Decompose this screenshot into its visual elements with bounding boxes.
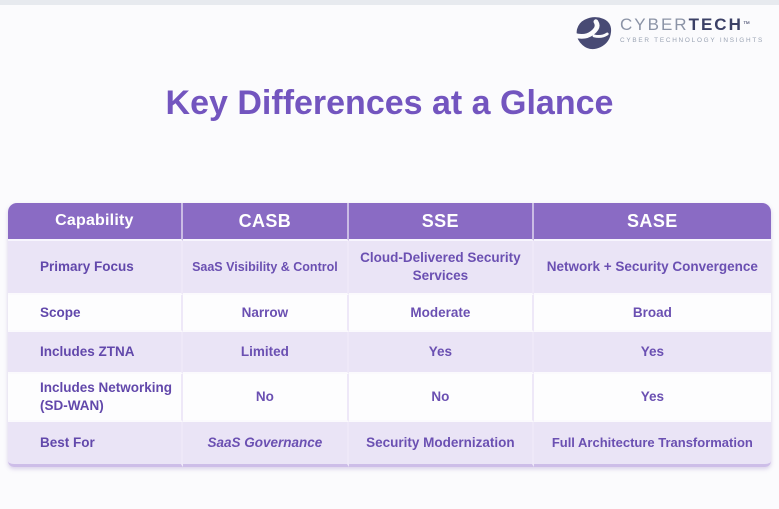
cell-sase-networking: Yes (533, 374, 771, 422)
cell-casb-primary-focus: SaaS Visibility & Control (182, 241, 350, 295)
cell-sse-networking: No (349, 374, 534, 422)
cell-sase-primary-focus: Network + Security Convergence (533, 241, 771, 295)
comparison-table: Capability CASB SSE SASE Primary Focus S… (8, 203, 771, 467)
table-row-includes-ztna: Includes ZTNA Limited Yes Yes (8, 332, 771, 374)
logo-brand-cyber: CYBER (619, 15, 689, 34)
top-edge-strip (0, 0, 779, 5)
cell-sse-primary-focus: Cloud-Delivered Security Services (349, 241, 534, 295)
row-label-best-for: Best For (8, 422, 183, 467)
header-cell-sase: SASE (533, 203, 771, 241)
cell-casb-networking: No (182, 374, 350, 422)
table-row-best-for: Best For SaaS Governance Security Modern… (8, 422, 771, 467)
row-label-scope: Scope (8, 295, 183, 332)
cybertech-logo: CYBERTECH™ CYBER TECHNOLOGY INSIGHTS (574, 15, 764, 50)
cell-sse-scope: Moderate (349, 295, 534, 332)
logo-brand-tech: TECH (688, 15, 743, 34)
row-label-includes-networking: Includes Networking (SD-WAN) (8, 374, 183, 422)
table-header-row: Capability CASB SSE SASE (8, 203, 771, 241)
logo-tagline: CYBER TECHNOLOGY INSIGHTS (619, 37, 764, 44)
cell-sase-scope: Broad (533, 295, 771, 332)
logo-brand: CYBERTECH™ (620, 15, 764, 34)
table-row-primary-focus: Primary Focus SaaS Visibility & Control … (8, 241, 771, 295)
table-row-scope: Scope Narrow Moderate Broad (8, 295, 771, 332)
table-row-includes-networking: Includes Networking (SD-WAN) No No Yes (8, 374, 771, 422)
cell-casb-ztna: Limited (182, 332, 350, 374)
cell-sse-ztna: Yes (349, 332, 534, 374)
logo-text: CYBERTECH™ CYBER TECHNOLOGY INSIGHTS (620, 15, 764, 44)
cell-casb-scope: Narrow (182, 295, 350, 332)
row-label-primary-focus: Primary Focus (8, 241, 183, 295)
cell-sase-ztna: Yes (533, 332, 771, 374)
header-cell-casb: CASB (182, 203, 350, 241)
row-label-includes-ztna: Includes ZTNA (8, 332, 183, 374)
cell-casb-best-for: SaaS Governance (182, 422, 350, 467)
page-title: Key Differences at a Glance (165, 84, 614, 122)
cell-sase-best-for: Full Architecture Transformation (533, 422, 771, 467)
cell-sse-best-for: Security Modernization (349, 422, 534, 467)
header-cell-capability: Capability (8, 203, 183, 241)
header-cell-sse: SSE (349, 203, 534, 241)
cybertech-logo-icon (574, 17, 612, 50)
logo-trademark: ™ (742, 21, 750, 28)
